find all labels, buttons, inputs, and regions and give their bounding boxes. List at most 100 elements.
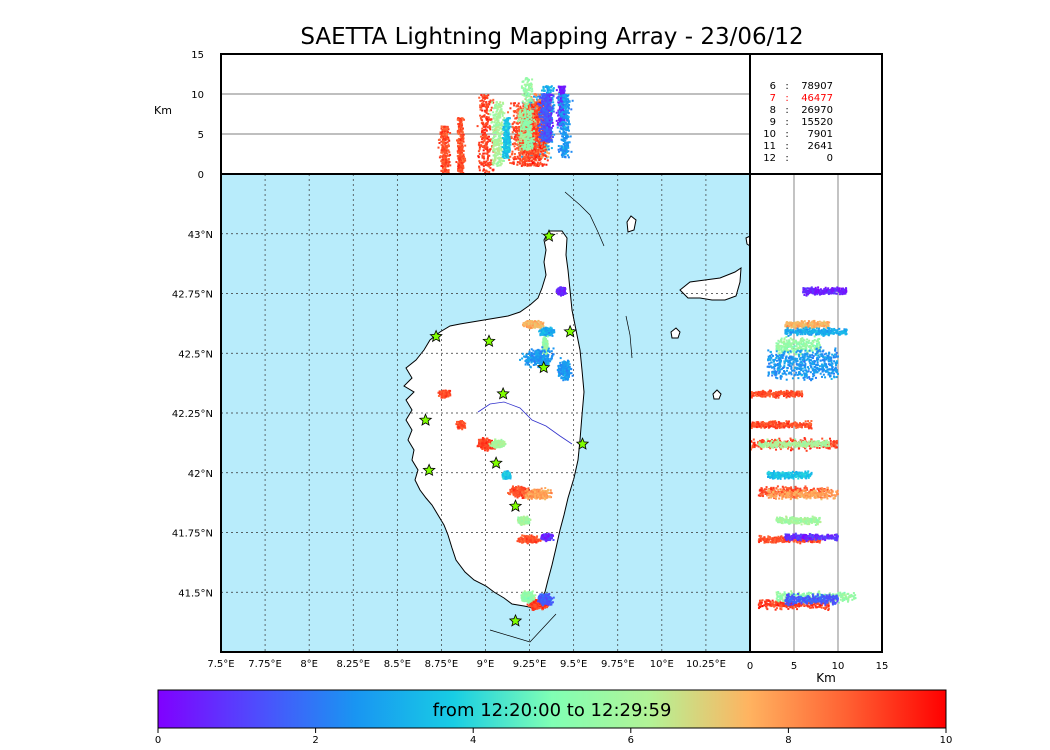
altitude-source-point [544,151,547,154]
altitude-source-point [550,97,553,100]
altitude-source-point [516,122,519,125]
altitude-source-point [558,110,561,113]
altitude-source-point [550,112,553,115]
altitude-source-point [492,114,495,117]
altitude-source-point [457,144,460,147]
altitude-source-point [564,139,567,142]
altitude-source-point [519,105,522,108]
altitude-source-point [547,104,550,107]
altitude-source-point [520,130,523,133]
altitude-source-point [533,146,536,149]
altitude-source-point [527,153,530,156]
altitude-source-point [458,154,461,157]
altitude-source-point [493,106,496,109]
altitude-source-point [523,135,526,138]
altitude-source-point [489,128,492,131]
altitude-source-point [559,91,562,94]
altitude-source-point [526,129,529,132]
altitude-source-point [496,128,499,131]
altitude-source-point [520,150,523,153]
altitude-source-point [464,157,467,160]
altitude-source-point [514,110,517,113]
altitude-source-point [562,106,565,109]
altitude-source-point [481,163,484,166]
altitude-source-point [534,95,537,98]
altitude-source-point [520,121,523,124]
altitude-source-point [482,141,485,144]
altitude-source-point [545,136,548,139]
altitude-source-point [494,103,497,106]
altitude-source-point [507,131,510,134]
altitude-source-point [523,140,526,143]
altitude-source-point [458,164,461,167]
altitude-source-point [447,158,450,161]
altitude-source-point [442,130,445,133]
altitude-source-point [513,136,516,139]
altitude-source-point [489,125,492,128]
altitude-source-point [519,124,522,127]
altitude-source-point [513,126,516,129]
altitude-source-point [503,144,506,147]
altitude-source-point [443,159,446,162]
altitude-source-point [483,132,486,135]
altitude-source-point [489,138,492,141]
altitude-source-point [513,111,516,114]
altitude-source-point [458,122,461,125]
altitude-source-point [481,95,484,98]
hourly-count-row: 9:15520 [770,117,833,128]
altitude-source-point [532,139,535,142]
altitude-source-point [545,163,548,166]
altitude-source-point [526,112,529,115]
altitude-source-point [499,145,502,148]
altitude-source-point [440,132,443,135]
altitude-source-point [440,165,443,168]
altitude-source-point [541,122,544,125]
altitude-source-point [525,117,528,120]
altitude-source-point [512,157,515,160]
altitude-source-point [508,148,511,151]
altitude-source-point [484,161,487,164]
altitude-source-point [510,137,513,140]
altitude-source-point [441,150,444,153]
altitude-source-point [492,143,495,146]
altitude-source-point [537,123,540,126]
altitude-source-point [538,110,541,113]
altitude-source-point [495,122,498,125]
altitude-source-point [486,126,489,129]
altitude-source-point [503,139,506,142]
altitude-source-point [498,158,501,161]
altitude-source-point [509,137,512,140]
altitude-source-point [519,140,522,143]
altitude-source-point [489,167,492,170]
altitude-source-point [496,141,499,144]
altitude-source-point [521,117,524,120]
altitude-source-point [545,108,548,111]
altitude-source-point [537,142,540,145]
altitude-source-point [523,109,526,112]
altitude-source-point [549,156,552,159]
altitude-source-point [541,164,544,167]
altitude-source-point [488,161,491,164]
altitude-source-point [528,120,531,123]
altitude-source-point [440,169,443,172]
altitude-source-point [482,149,485,152]
altitude-source-point [524,116,527,119]
altitude-source-point [510,153,513,156]
altitude-source-point [546,104,549,107]
altitude-source-point [499,156,502,159]
altitude-source-point [513,137,516,140]
hourly-count-row: 7:46477 [770,93,833,104]
altitude-source-point [496,162,499,165]
elba-land [679,267,742,301]
altitude-source-point [543,98,546,101]
altitude-source-point [461,149,464,152]
altitude-source-point [461,144,464,147]
altitude-source-point [459,122,462,125]
altitude-source-point [528,150,531,153]
altitude-source-point [559,86,562,89]
altitude-source-point [526,148,529,151]
altitude-source-point [496,117,499,120]
altitude-source-point [463,118,466,121]
altitude-source-point [457,123,460,126]
altitude-source-point [529,84,532,87]
